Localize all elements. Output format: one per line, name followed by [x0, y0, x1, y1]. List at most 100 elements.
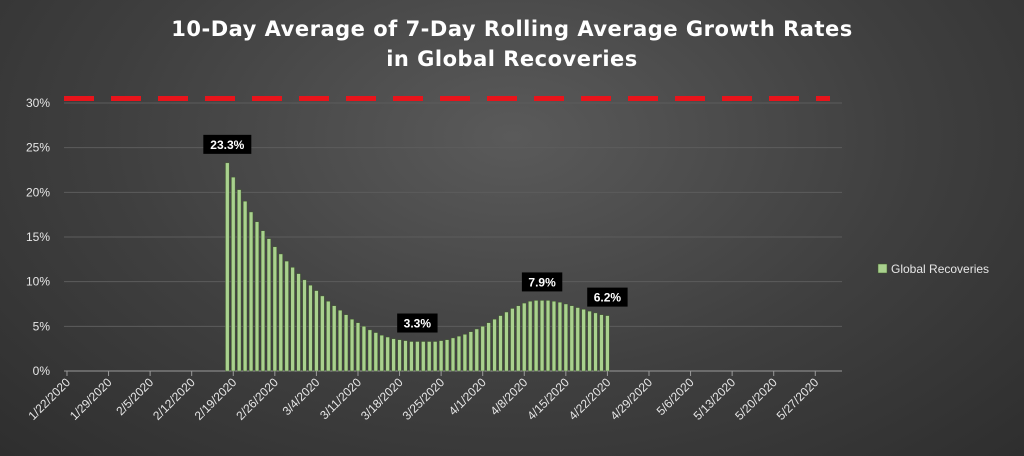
- bar: [415, 341, 420, 372]
- x-axis: 1/22/20201/29/20202/5/20202/12/20202/19/…: [25, 371, 822, 423]
- bar: [445, 339, 450, 372]
- bar: [462, 334, 467, 372]
- bar: [599, 314, 604, 372]
- bar: [379, 335, 384, 372]
- bar: [421, 341, 426, 372]
- x-tick-label: 4/1/2020: [446, 375, 489, 418]
- y-tick-label: 15%: [26, 230, 50, 244]
- x-tick-label: 5/20/2020: [732, 375, 780, 423]
- bar: [349, 318, 355, 372]
- y-tick-label: 30%: [26, 96, 50, 110]
- bar: [498, 315, 503, 372]
- x-tick-label: 3/11/2020: [317, 375, 364, 422]
- x-tick-label: 1/29/2020: [67, 375, 115, 423]
- gridlines: [64, 102, 842, 372]
- bar: [581, 309, 586, 372]
- x-tick-label: 2/19/2020: [192, 375, 240, 423]
- bar: [314, 290, 319, 372]
- bar: [563, 303, 568, 372]
- bar: [284, 260, 289, 372]
- x-tick-label: 2/5/2020: [113, 375, 156, 418]
- bar: [504, 311, 509, 372]
- bar: [492, 318, 497, 372]
- legend-swatch: [877, 263, 888, 274]
- bar: [540, 300, 545, 372]
- bar: [409, 341, 414, 372]
- bar: [355, 322, 361, 372]
- legend-label: Global Recoveries: [891, 262, 989, 276]
- bar: [278, 253, 283, 372]
- data-label-box: [203, 134, 252, 154]
- bar: [249, 211, 254, 372]
- bar: [605, 315, 610, 372]
- data-label: 6.2%: [587, 287, 628, 307]
- bar: [290, 267, 295, 372]
- bar: [486, 322, 491, 372]
- bar-series-global-recoveries: [225, 162, 610, 372]
- bar: [231, 176, 236, 372]
- x-tick-label: 1/22/2020: [25, 375, 73, 423]
- bar: [326, 301, 331, 372]
- bar: [391, 338, 396, 372]
- bar: [528, 301, 533, 372]
- data-label-box: [587, 287, 628, 307]
- x-tick-label: 4/8/2020: [487, 375, 530, 418]
- y-tick-label: 10%: [26, 275, 50, 289]
- bar: [344, 314, 349, 372]
- x-tick-label: 2/12/2020: [150, 375, 198, 423]
- bar: [361, 326, 366, 372]
- x-tick-label: 3/4/2020: [280, 375, 323, 418]
- x-tick-label: 5/13/2020: [691, 375, 739, 423]
- bar: [510, 308, 515, 372]
- bar: [439, 340, 444, 372]
- x-tick-label: 4/22/2020: [566, 375, 614, 423]
- data-label-text: 6.2%: [594, 291, 622, 305]
- bar: [468, 331, 473, 372]
- chart-title-line-1: 10-Day Average of 7-Day Rolling Average …: [171, 17, 853, 41]
- bar: [450, 337, 456, 372]
- bar: [551, 301, 557, 372]
- y-tick-label: 20%: [26, 185, 50, 199]
- y-axis: 0% 5% 10% 15% 20% 25% 30%: [26, 96, 50, 378]
- bar: [260, 230, 265, 372]
- data-label-text: 3.3%: [404, 317, 432, 331]
- bar: [534, 300, 539, 372]
- x-tick-label: 3/18/2020: [358, 375, 406, 423]
- bar: [474, 328, 479, 372]
- bar: [237, 189, 242, 372]
- bar: [516, 305, 521, 372]
- bar: [302, 279, 307, 372]
- bar: [575, 307, 580, 372]
- y-tick-label: 0%: [33, 364, 51, 378]
- bar: [332, 305, 337, 372]
- bar: [385, 336, 390, 372]
- bar: [397, 339, 402, 372]
- legend: Global Recoveries: [877, 262, 989, 276]
- bar: [266, 238, 271, 372]
- y-tick-label: 25%: [26, 141, 50, 155]
- bar: [338, 310, 343, 372]
- data-label-text: 7.9%: [528, 275, 556, 289]
- bar: [480, 326, 485, 372]
- bar: [367, 329, 372, 372]
- x-tick-label: 4/15/2020: [524, 375, 572, 423]
- x-tick-label: 5/6/2020: [654, 375, 697, 418]
- chart-title-line-2: in Global Recoveries: [386, 47, 638, 71]
- bar: [522, 302, 527, 372]
- data-label: 7.9%: [521, 272, 563, 292]
- bar: [456, 335, 461, 372]
- bar: [373, 332, 378, 372]
- bar: [225, 162, 230, 372]
- data-label: 23.3%: [203, 134, 252, 154]
- bar: [254, 221, 260, 372]
- bar: [433, 341, 438, 372]
- bar: [557, 302, 562, 372]
- data-label-text: 23.3%: [210, 138, 244, 152]
- bar: [403, 340, 408, 372]
- bar: [569, 305, 574, 372]
- bar: [243, 201, 248, 372]
- x-tick-label: 5/27/2020: [774, 375, 822, 423]
- bar: [545, 300, 551, 372]
- x-tick-label: 4/29/2020: [607, 375, 655, 423]
